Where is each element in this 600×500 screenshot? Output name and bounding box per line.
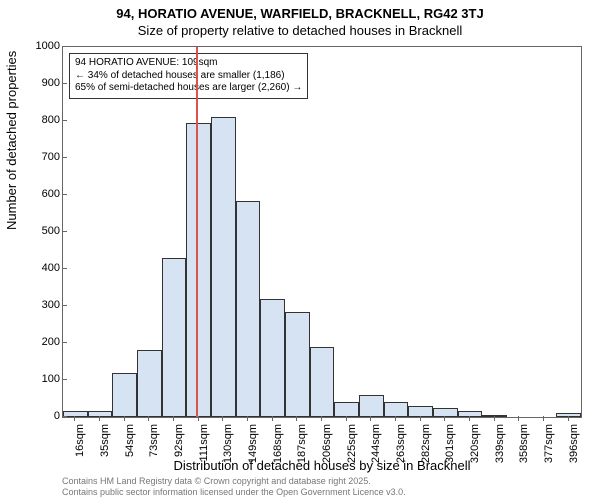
x-tick-label: 244sqm (370, 424, 382, 464)
x-tick-label: 225sqm (346, 424, 358, 464)
x-tick-mark (444, 416, 445, 421)
x-tick-mark (568, 416, 569, 421)
x-tick-label: 263sqm (395, 424, 407, 464)
histogram-bar (359, 395, 384, 417)
annotation-line: 65% of semi-detached houses are larger (… (75, 82, 302, 95)
y-tick-mark (62, 83, 67, 84)
chart-title-line2: Size of property relative to detached ho… (0, 21, 600, 38)
x-tick-mark (148, 416, 149, 421)
x-tick-mark (469, 416, 470, 421)
histogram-bar (433, 408, 458, 417)
x-tick-mark (420, 416, 421, 421)
x-tick-mark (247, 416, 248, 421)
histogram-bar (285, 312, 310, 417)
y-tick-label: 300 (20, 299, 60, 311)
y-tick-mark (62, 120, 67, 121)
histogram-bar (112, 373, 137, 417)
y-tick-label: 100 (20, 373, 60, 385)
y-tick-label: 0 (20, 410, 60, 422)
histogram-bar (310, 347, 335, 417)
annotation-box: 94 HORATIO AVENUE: 109sqm← 34% of detach… (69, 53, 308, 99)
y-tick-mark (62, 194, 67, 195)
x-tick-label: 92sqm (173, 424, 185, 464)
x-tick-label: 320sqm (469, 424, 481, 464)
footer-attribution: Contains HM Land Registry data © Crown c… (62, 476, 406, 498)
annotation-line: 94 HORATIO AVENUE: 109sqm (75, 57, 302, 70)
x-tick-mark (370, 416, 371, 421)
x-tick-mark (74, 416, 75, 421)
x-tick-mark (99, 416, 100, 421)
x-tick-label: 73sqm (148, 424, 160, 464)
y-tick-mark (62, 305, 67, 306)
histogram-bar (236, 201, 261, 417)
x-tick-label: 54sqm (124, 424, 136, 464)
chart-title-line1: 94, HORATIO AVENUE, WARFIELD, BRACKNELL,… (0, 0, 600, 21)
y-tick-label: 600 (20, 188, 60, 200)
y-tick-label: 400 (20, 262, 60, 274)
footer-line1: Contains HM Land Registry data © Crown c… (62, 476, 406, 487)
x-tick-mark (222, 416, 223, 421)
x-tick-label: 149sqm (247, 424, 259, 464)
x-tick-mark (321, 416, 322, 421)
x-tick-mark (346, 416, 347, 421)
x-tick-mark (272, 416, 273, 421)
y-tick-label: 700 (20, 151, 60, 163)
y-tick-label: 800 (20, 114, 60, 126)
x-tick-mark (518, 416, 519, 421)
x-tick-label: 187sqm (296, 424, 308, 464)
x-tick-label: 35sqm (99, 424, 111, 464)
x-tick-mark (173, 416, 174, 421)
y-tick-mark (62, 416, 67, 417)
x-tick-label: 111sqm (198, 424, 210, 464)
histogram-bar (408, 406, 433, 417)
x-tick-label: 377sqm (543, 424, 555, 464)
histogram-bar (186, 123, 211, 417)
x-tick-label: 301sqm (444, 424, 456, 464)
x-tick-mark (198, 416, 199, 421)
x-tick-label: 16sqm (74, 424, 86, 464)
x-tick-label: 358sqm (518, 424, 530, 464)
y-tick-mark (62, 157, 67, 158)
y-tick-mark (62, 231, 67, 232)
histogram-bar (384, 402, 409, 417)
y-tick-mark (62, 379, 67, 380)
plot-area: 94 HORATIO AVENUE: 109sqm← 34% of detach… (62, 46, 582, 418)
histogram-bar (260, 299, 285, 417)
footer-line2: Contains public sector information licen… (62, 487, 406, 498)
y-tick-mark (62, 342, 67, 343)
y-tick-label: 500 (20, 225, 60, 237)
x-tick-label: 206sqm (321, 424, 333, 464)
chart-container: 94, HORATIO AVENUE, WARFIELD, BRACKNELL,… (0, 0, 600, 500)
x-tick-label: 396sqm (568, 424, 580, 464)
histogram-bar (211, 117, 236, 417)
x-tick-label: 130sqm (222, 424, 234, 464)
y-tick-mark (62, 268, 67, 269)
histogram-bar (334, 402, 359, 417)
y-tick-label: 200 (20, 336, 60, 348)
x-tick-label: 282sqm (420, 424, 432, 464)
x-tick-mark (296, 416, 297, 421)
histogram-bar (162, 258, 187, 417)
x-tick-label: 168sqm (272, 424, 284, 464)
x-tick-mark (494, 416, 495, 421)
y-axis-label: Number of detached properties (4, 51, 19, 230)
marker-line (196, 47, 198, 417)
histogram-bar (556, 413, 581, 417)
x-tick-mark (543, 416, 544, 421)
histogram-bar (482, 415, 507, 417)
x-tick-label: 339sqm (494, 424, 506, 464)
annotation-line: ← 34% of detached houses are smaller (1,… (75, 70, 302, 83)
x-tick-mark (395, 416, 396, 421)
y-tick-label: 900 (20, 77, 60, 89)
x-tick-mark (124, 416, 125, 421)
y-tick-mark (62, 46, 67, 47)
y-tick-label: 1000 (20, 40, 60, 52)
histogram-bar (137, 350, 162, 417)
